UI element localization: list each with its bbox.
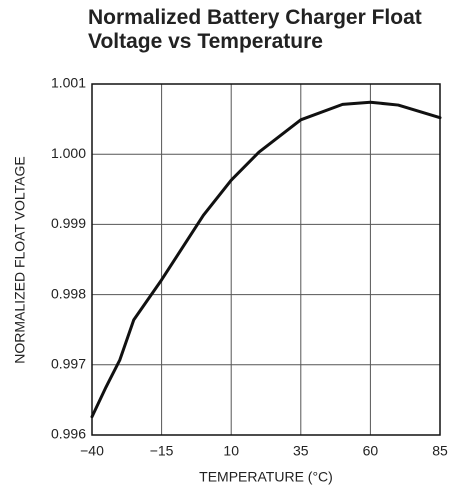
y-tick-label: 0.996 — [51, 426, 86, 442]
y-axis-label: NORMALIZED FLOAT VOLTAGE — [12, 156, 28, 363]
x-tick-label: −40 — [80, 443, 104, 459]
x-tick-label: 10 — [223, 443, 239, 459]
x-axis-label: TEMPERATURE (°C) — [199, 469, 333, 485]
chart-title: Normalized Battery Charger Float Voltage… — [88, 6, 422, 53]
y-tick-label: 0.999 — [51, 215, 86, 231]
x-tick-label: 85 — [432, 443, 448, 459]
y-tick-label: 1.000 — [51, 145, 86, 161]
x-tick-label: 35 — [293, 443, 309, 459]
plot-frame — [91, 83, 441, 436]
x-tick-label: 60 — [363, 443, 379, 459]
y-tick-label: 0.998 — [51, 285, 86, 301]
data-line — [90, 100, 442, 419]
y-tick-label: 1.001 — [51, 75, 86, 91]
y-tick-label: 0.997 — [51, 356, 86, 372]
x-tick-label: −15 — [150, 443, 174, 459]
